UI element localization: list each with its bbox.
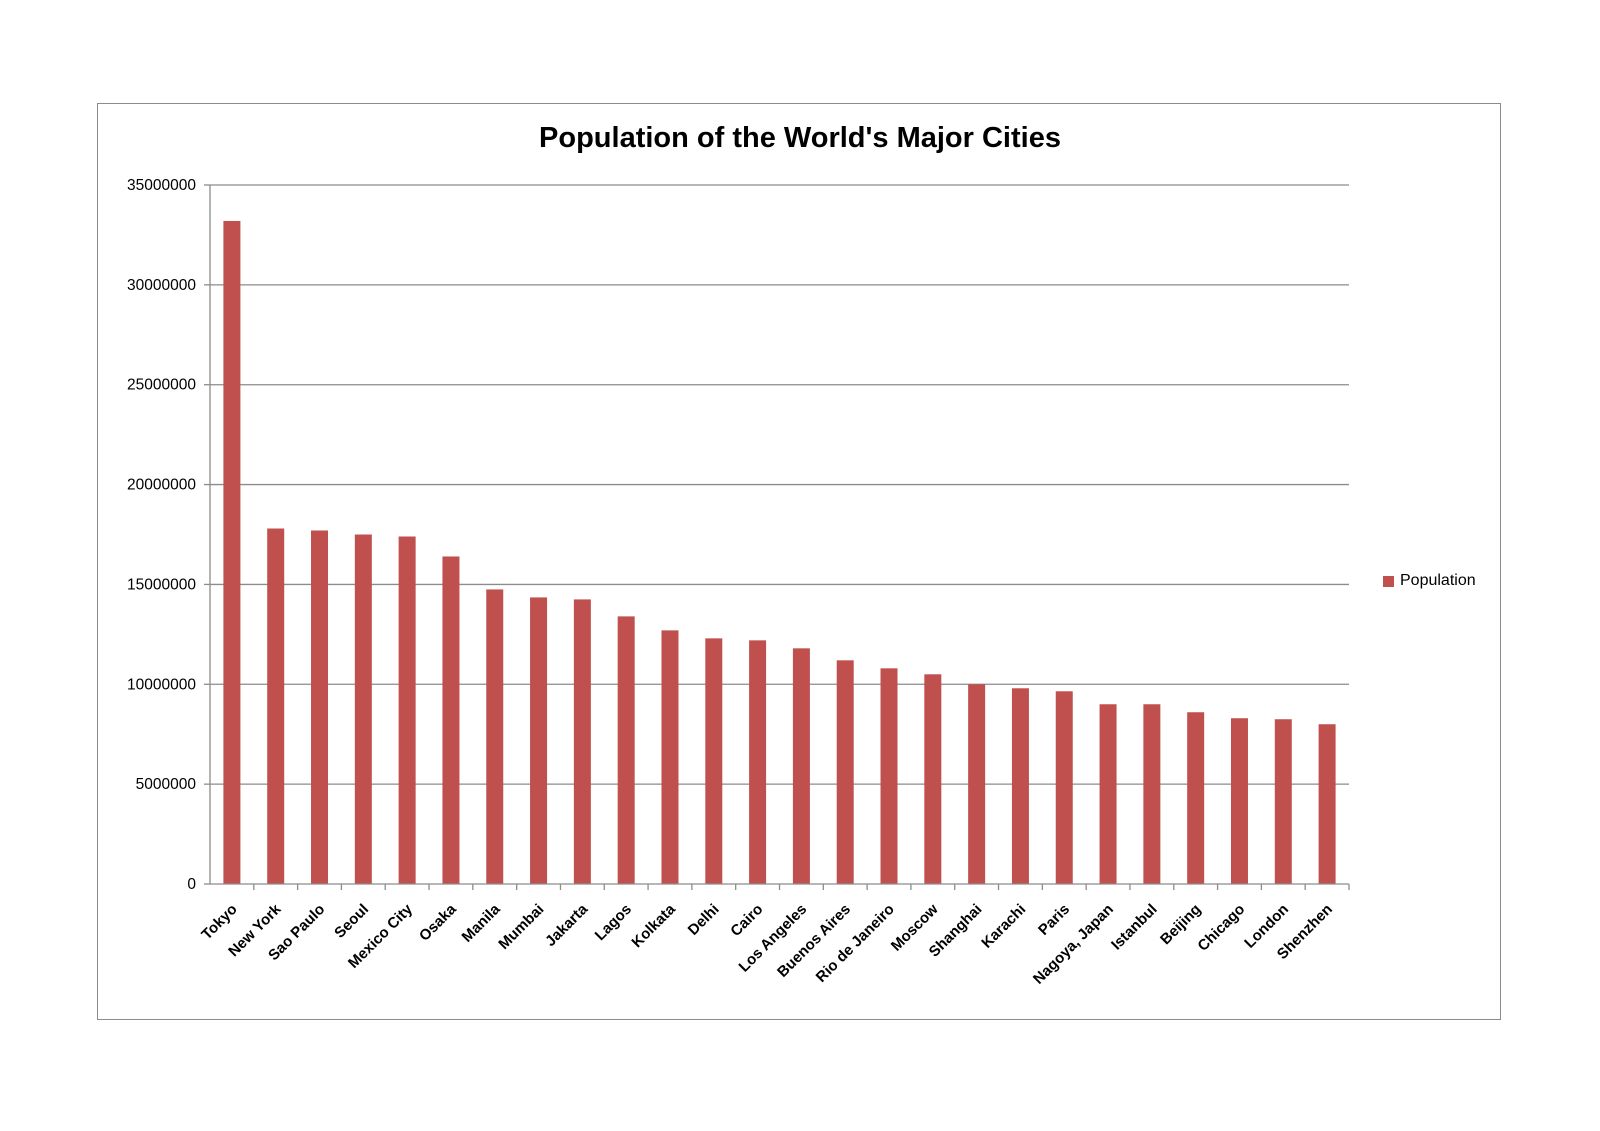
bar [1318,724,1336,884]
legend-swatch [1383,575,1394,587]
x-tick-label: Paris [1035,901,1073,939]
bar [924,674,942,884]
y-tick-label: 30000000 [127,277,196,294]
bar [1011,688,1029,884]
bar [880,668,898,884]
y-tick-label: 5000000 [136,776,197,793]
legend-label: Population [1400,572,1476,589]
x-tick-label: Tokyo [198,901,240,943]
bar [705,638,723,884]
bar [486,589,504,884]
y-tick-label: 10000000 [127,676,196,693]
y-tick-label: 20000000 [127,477,196,494]
bar [1143,704,1161,884]
bar [661,630,679,884]
bar [573,599,591,884]
bar [223,220,241,884]
x-tick-label: Karachi [978,901,1029,952]
x-tick-label: Nagoya, Japan [1030,901,1117,988]
x-tick-label: Cairo [727,901,766,940]
x-tick-label: Istanbul [1108,901,1161,954]
bar [354,534,372,884]
bar [792,648,810,884]
bar [530,597,548,884]
x-tick-label: Rio de Janeiro [813,901,898,986]
x-tick-label: Chicago [1194,901,1248,955]
bar [442,556,460,884]
x-tick-label: Mumbai [495,901,547,953]
x-tick-label: Kolkata [628,900,679,951]
y-tick-label: 35000000 [127,177,196,194]
bar [836,660,854,884]
bar [1274,719,1292,884]
bar [968,684,986,884]
bar [1055,691,1073,884]
chart-title: Population of the World's Major Cities [539,122,1061,154]
x-tick-label: Delhi [685,901,723,939]
bar-chart: 0 5000000 10000000 15000000 20000000 25000000… [127,177,1350,988]
y-tick-label: 0 [187,876,196,893]
x-tick-label: Jakarta [542,900,592,950]
bar [749,640,767,884]
y-tick-label: 15000000 [127,576,196,593]
x-tick-label: Seoul [331,901,372,942]
bar [267,528,285,884]
x-tick-label: Lagos [592,901,635,944]
bar [1099,704,1117,884]
bar [398,536,416,884]
y-tick-label: 25000000 [127,377,196,394]
bar [617,616,635,884]
legend: Population [1383,572,1476,590]
bar [1187,712,1205,884]
bar [1230,718,1248,884]
x-tick-label: Osaka [416,900,460,944]
chart-frame: Population of the World's Major Cities 0… [97,103,1501,1020]
bar [311,530,329,884]
